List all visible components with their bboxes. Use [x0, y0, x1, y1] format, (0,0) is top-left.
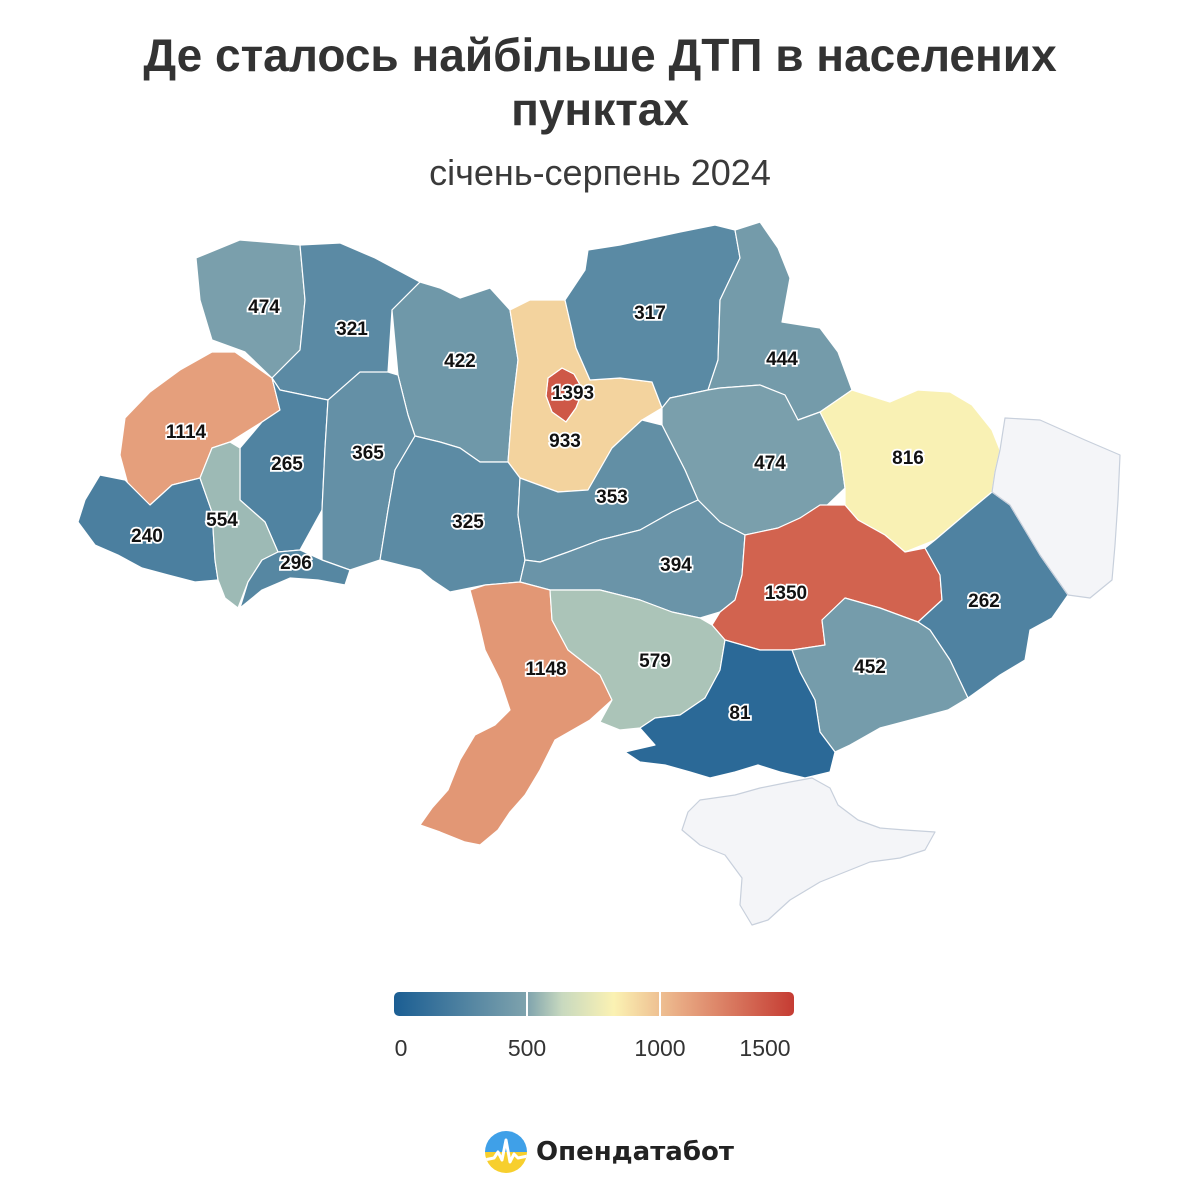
region-value-label: 422 — [444, 351, 476, 372]
opendatabot-logo-icon — [485, 1131, 527, 1173]
region-value-label: 933 — [549, 431, 581, 452]
region-crimea[interactable] — [681, 777, 936, 926]
title-line-1: Де сталось найбільше ДТП в населених — [143, 29, 1057, 81]
brand: Опендатабот — [484, 1130, 734, 1174]
region-value-label: 394 — [660, 555, 692, 576]
region-value-label: 452 — [854, 657, 886, 678]
region-value-label: 816 — [892, 448, 924, 469]
legend-gradient-bar — [394, 992, 794, 1016]
region-value-label: 240 — [131, 526, 163, 547]
region-value-label: 353 — [596, 487, 628, 508]
region-value-label: 474 — [248, 297, 280, 318]
region-value-label: 554 — [206, 510, 238, 531]
region-value-label: 1393 — [552, 383, 594, 404]
region-value-label: 474 — [754, 453, 786, 474]
region-value-label: 296 — [280, 553, 312, 574]
region-value-label: 444 — [766, 349, 798, 370]
region-kherson[interactable] — [624, 639, 836, 779]
region-value-label: 1350 — [765, 583, 807, 604]
region-value-label: 1148 — [525, 659, 566, 680]
region-value-label: 81 — [729, 703, 751, 724]
legend-tick-label: 1500 — [739, 1035, 790, 1061]
region-value-label: 1114 — [166, 422, 207, 443]
region-value-label: 262 — [968, 591, 1000, 612]
color-scale-legend: 0 500 1000 1500 — [394, 992, 794, 1061]
region-chernivtsi[interactable] — [239, 549, 351, 609]
region-value-label: 579 — [639, 651, 671, 672]
legend-tick-label: 500 — [508, 1035, 546, 1061]
region-value-label: 321 — [336, 319, 368, 340]
page-title: Де сталось найбільше ДТП в населених пун… — [0, 28, 1200, 136]
region-value-label: 317 — [634, 303, 666, 324]
brand-name: Опендатабот — [536, 1137, 734, 1167]
region-zakarpattia[interactable] — [77, 474, 219, 583]
region-value-label: 325 — [452, 512, 484, 533]
region-value-label: 265 — [271, 454, 303, 475]
legend-tick-label: 0 — [395, 1035, 408, 1061]
region-value-label: 365 — [352, 443, 384, 464]
page-subtitle: січень-серпень 2024 — [429, 152, 771, 193]
title-line-2: пунктах — [511, 83, 689, 135]
region-luhansk[interactable] — [991, 417, 1121, 599]
legend-tick-label: 1000 — [634, 1035, 685, 1061]
